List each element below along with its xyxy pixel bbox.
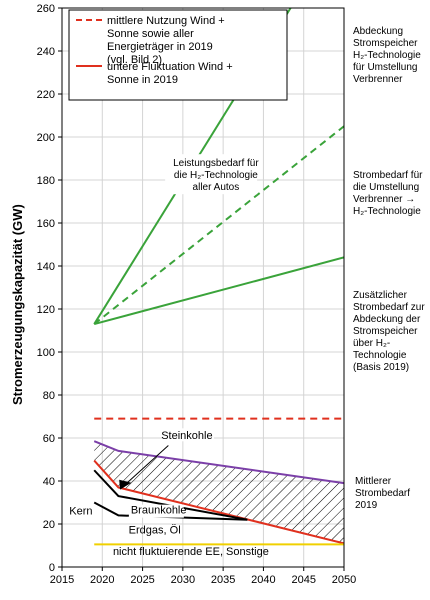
y-tick-label: 100: [37, 347, 55, 359]
ee-label: nicht fluktuierende EE, Sonstige: [113, 546, 269, 558]
y-tick-label: 180: [37, 175, 55, 187]
side-note-storage: Abdeckung Stromspeicher H₂-Technologie f…: [353, 26, 421, 85]
steinkohle-bg: [161, 428, 214, 442]
erdgas-label: Erdgas, Öl: [129, 525, 181, 537]
y-tick-label: 260: [37, 3, 55, 15]
y-tick-label: 60: [43, 433, 55, 445]
annotation-line: die H₂-Technologie: [174, 170, 258, 181]
hatched-area: [94, 441, 344, 544]
annotation-bg: [165, 154, 258, 195]
y-tick-label: 0: [49, 562, 55, 574]
series-line-4: [93, 440, 344, 485]
annotation-line: Leistungsbedarf für: [173, 158, 259, 169]
y-tick-label: 220: [37, 89, 55, 101]
y-tick-label: 200: [37, 132, 55, 144]
legend-line: Sonne sowie aller: [107, 28, 194, 40]
side-note-conversion: Strombedarf für die Umstellung Verbrenne…: [353, 170, 423, 217]
y-tick-label: 120: [37, 304, 55, 316]
side-note-additional: Zusätzlicher Strombedarf zur Abdeckung d…: [353, 290, 425, 373]
y-tick-label: 160: [37, 218, 55, 230]
y-tick-label: 20: [43, 519, 55, 531]
x-tick-label: 2020: [90, 574, 114, 586]
series-line-6: [93, 469, 248, 521]
steinkohle-label: Steinkohle: [161, 430, 212, 442]
x-tick-label: 2025: [130, 574, 154, 586]
y-tick-label: 240: [37, 46, 55, 58]
annotation-text: Leistungsbedarf für die H₂-Technologie all…: [173, 158, 259, 193]
x-tick-label: 2050: [332, 574, 356, 586]
side-note-average: Mittlerer Strombedarf 2019: [355, 476, 411, 511]
kern-label: Kern: [69, 505, 92, 517]
legend-line: mittlere Nutzung Wind +: [107, 15, 225, 27]
braunkohle-bg: [128, 504, 184, 518]
braunkohle-label: Braunkohle: [131, 504, 187, 516]
plot-frame: [61, 7, 345, 568]
legend-box: [68, 9, 288, 101]
legend-line: untere Fluktuation Wind +: [107, 61, 233, 73]
legend-line: Sonne in 2019: [107, 74, 178, 86]
x-tick-label: 2015: [50, 574, 74, 586]
series-line-7: [93, 501, 248, 521]
series-line-5: [93, 459, 344, 545]
legend-line: Energieträger in 2019: [107, 41, 213, 53]
y-axis-label: Stromerzeugungskapazität (GW): [10, 204, 25, 405]
annotation-leistungsbedarf: Leistungsbedarf für die H₂-Technologie all…: [165, 154, 259, 195]
x-tick-label: 2045: [291, 574, 315, 586]
x-tick-label: 2035: [211, 574, 235, 586]
annotation-line: aller Autos: [193, 182, 240, 193]
x-tick-label: 2040: [251, 574, 275, 586]
series-line-1: [93, 8, 292, 325]
series-line-2: [93, 125, 344, 325]
steinkohle-arrowhead: [119, 479, 132, 490]
y-tick-label: 140: [37, 261, 55, 273]
x-tick-label: 2030: [171, 574, 195, 586]
y-tick-label: 40: [43, 476, 55, 488]
legend-label-0: mittlere Nutzung Wind + Sonne sowie aller…: [107, 15, 225, 66]
steinkohle-arrow: [122, 445, 169, 487]
series-line-3: [93, 256, 344, 326]
legend-label-1: untere Fluktuation Wind + Sonne in 2019: [107, 61, 233, 86]
legend-line: (vgl. Bild 2): [107, 54, 162, 66]
y-tick-label: 80: [43, 390, 55, 402]
